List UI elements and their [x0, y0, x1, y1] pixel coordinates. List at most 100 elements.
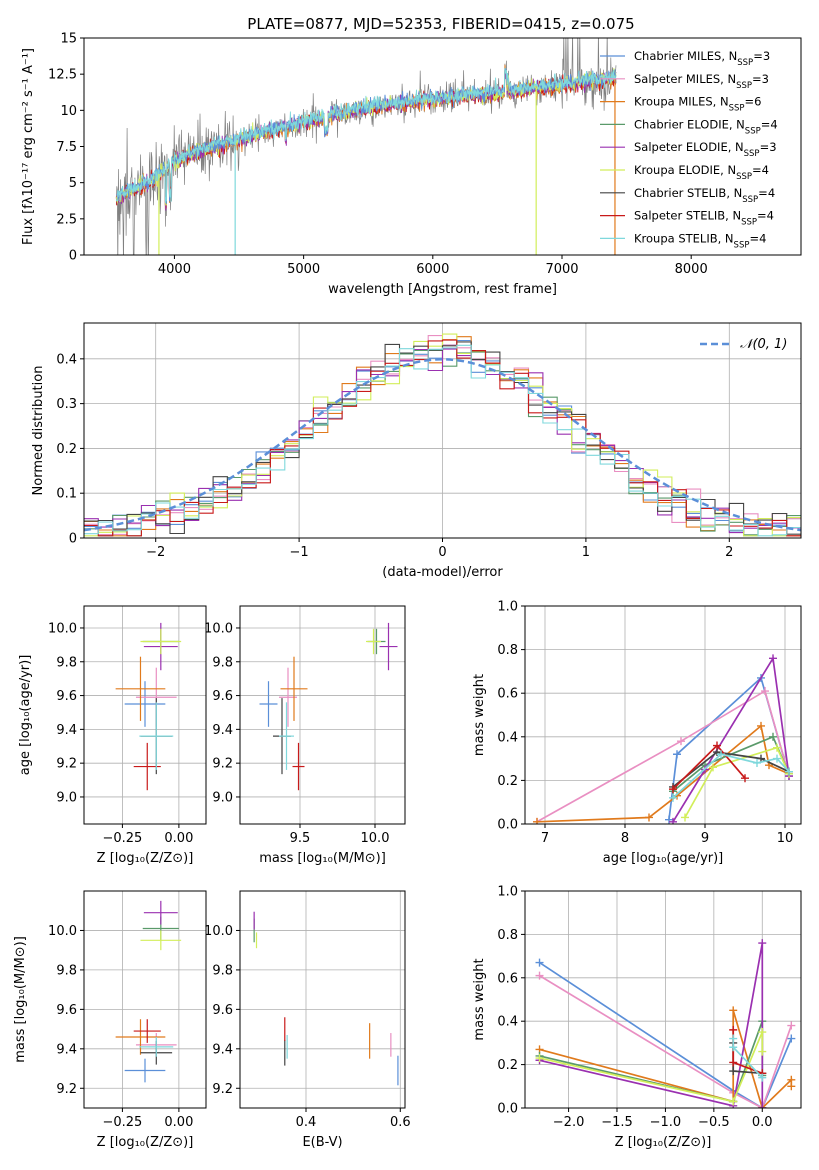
tick-label-x: 8000	[675, 262, 708, 277]
normal-curve	[84, 358, 801, 532]
tick-label-x: 1	[582, 545, 590, 560]
plot-area	[535, 939, 796, 1108]
tick-label-y: 9.2	[212, 1082, 233, 1097]
weight-marker	[761, 687, 769, 696]
tick-label-x: −0.25	[102, 831, 142, 846]
y-axis-label: mass [log₁₀(M/M⊙)]	[13, 936, 28, 1063]
weight-marker	[729, 1025, 738, 1034]
tick-label-x: 7	[541, 831, 549, 846]
tick-label-y: 9.4	[212, 1042, 233, 1057]
legend-n: 4	[759, 231, 766, 245]
legend-name: Salpeter MILES	[634, 72, 720, 86]
weight-marker	[787, 1021, 796, 1030]
weight-marker	[729, 1034, 738, 1043]
legend-count: =	[752, 163, 762, 177]
legend-name: Chabrier STELIB	[634, 186, 726, 200]
tick-label-y: 0.6	[497, 687, 518, 702]
tick-label-x: 5000	[287, 262, 320, 277]
legend-count: =	[752, 72, 762, 86]
axes-frame	[83, 322, 802, 539]
legend-sub: SSP	[741, 218, 757, 228]
legend-nssp: , N	[718, 231, 734, 245]
legend-sub: SSP	[736, 172, 752, 182]
weight-marker	[758, 1047, 767, 1056]
legend-count: =	[753, 49, 763, 63]
legend-sub: SSP	[742, 195, 758, 205]
legend-nssp: , N	[721, 49, 737, 63]
legend-sub: SSP	[745, 126, 761, 136]
panel-mass-weight-vs-z: −2.0 −1.5 −1.0 −0.5 0.0 0.0 0.2 0.4 0.6 0.8 1.0 Z […	[472, 885, 802, 1150]
legend-n: 3	[762, 72, 769, 86]
legend-count: =	[760, 140, 770, 154]
weight-marker	[535, 971, 544, 980]
legend-count: =	[744, 95, 754, 109]
tick-label-x: 2	[725, 545, 733, 560]
legend-nssp: , N	[729, 117, 745, 131]
weight-marker	[669, 793, 677, 802]
tick-label-x: 9	[701, 831, 709, 846]
weight-marker	[769, 654, 777, 663]
axes-frame	[524, 605, 802, 825]
axes-frame	[83, 605, 207, 825]
weight-line	[536, 724, 790, 823]
tick-label-y: 10.0	[204, 621, 233, 636]
tick-label-y: 9.4	[56, 723, 77, 738]
tick-label-y: 7.5	[56, 140, 77, 155]
panel-spectrum: 4000 5000 6000 7000 8000 0 2.5 5 7.5 10 12.5 15 wave…	[21, 32, 802, 297]
x-axis-label: wavelength [Angstrom, rest frame]	[328, 282, 557, 297]
tick-label-y: 10	[60, 104, 77, 119]
tick-label-x: 0.00	[164, 831, 193, 846]
tick-label-y: 9.0	[56, 790, 77, 805]
legend-n: 6	[754, 95, 761, 109]
tick-label-y: 0.6	[497, 971, 518, 986]
tick-label-y: 9.8	[56, 963, 77, 978]
weight-line	[536, 689, 790, 823]
legend-label: Kroupa STELIB, NSSP=4	[634, 231, 766, 250]
weight-marker	[713, 741, 721, 750]
tick-label-y: 0	[69, 532, 77, 547]
plot-area	[115, 38, 617, 255]
tick-label-x: −2.0	[553, 1115, 585, 1130]
axes-frame	[83, 890, 207, 1109]
weight-line	[672, 655, 790, 823]
legend-nssp: , N	[720, 72, 736, 86]
weight-marker	[645, 813, 653, 822]
legend-sub: SSP	[737, 58, 753, 68]
tick-label-y: 9.6	[56, 1003, 77, 1018]
tick-label-x: −0.25	[102, 1115, 142, 1130]
weight-marker	[673, 750, 681, 759]
weight-marker	[787, 1034, 796, 1043]
weight-line	[672, 751, 790, 788]
panel-mass-weight-vs-age: 7 8 9 10 0.0 0.2 0.4 0.6 0.8 1.0 age [log₁₀(age/yr…	[472, 600, 802, 866]
spectrum-model-line	[115, 67, 617, 206]
panel-age-vs-z: −0.25 0.00 9.0 9.2 9.4 9.6 9.8 10.0 Z [log₁₀(Z/Z…	[18, 605, 207, 866]
weight-marker	[785, 767, 793, 776]
weight-marker	[677, 737, 685, 746]
tick-label-y: 10.0	[48, 924, 77, 939]
legend-n: 4	[767, 209, 774, 223]
panel-mass-vs-z: −0.25 0.00 9.2 9.4 9.6 9.8 10.0 Z [log₁₀(Z/Z⊙)]…	[13, 890, 207, 1150]
y-axis-label: mass weight	[472, 674, 487, 756]
tick-label-y: 9.6	[212, 689, 233, 704]
weight-marker	[729, 1006, 738, 1015]
legend-count: =	[758, 186, 768, 200]
tick-label-x: −1	[290, 545, 309, 560]
y-axis-label: age [log₁₀(age/yr)]	[18, 655, 33, 776]
tick-label-y: 0.8	[497, 643, 518, 658]
x-axis-label: Z [log₁₀(Z/Z⊙)]	[97, 851, 194, 866]
weight-marker	[729, 1043, 738, 1052]
x-axis-label: age [log₁₀(age/yr)]	[603, 851, 724, 866]
tick-label-y: 0.2	[56, 442, 77, 457]
plot-area	[84, 333, 801, 537]
tick-label-y: 10.0	[204, 924, 233, 939]
weight-line	[539, 942, 764, 1108]
tick-label-x: −0.5	[698, 1115, 730, 1130]
tick-label-y: 9.4	[212, 723, 233, 738]
y-axis-label: mass weight	[472, 958, 487, 1040]
tick-label-x: 0	[438, 545, 446, 560]
tick-label-x: 0.00	[164, 1115, 193, 1130]
tick-label-y: 0.4	[56, 352, 77, 367]
legend-name: Salpeter ELODIE	[634, 140, 728, 154]
legend-name: Chabrier MILES	[634, 49, 721, 63]
